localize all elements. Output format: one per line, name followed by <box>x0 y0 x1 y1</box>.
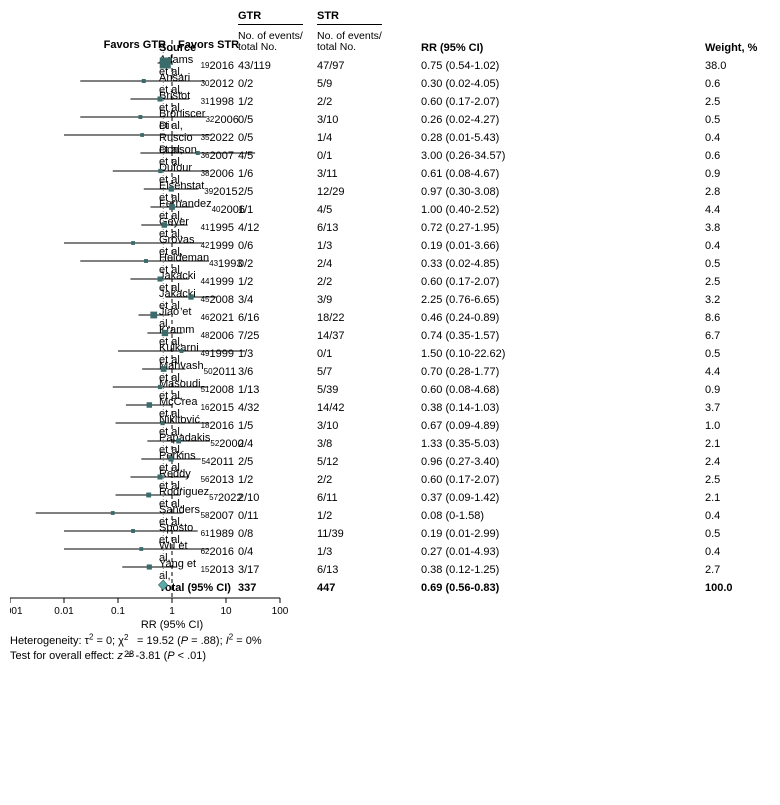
svg-text:0.01: 0.01 <box>54 606 74 617</box>
footer-stats: Heterogeneity: τ2 = 0; χ228 = 19.52 (P =… <box>10 634 770 664</box>
col-weight: Weight, % <box>705 26 775 57</box>
col-str-sub: No. of events/ total No. <box>317 26 417 57</box>
col-group-str: STR <box>317 10 382 25</box>
forest-plot: Favors GTRFavors STR0.0010.010.1110100RR… <box>10 10 155 632</box>
svg-text:RR (95% CI): RR (95% CI) <box>141 619 203 631</box>
svg-text:0.1: 0.1 <box>111 606 125 617</box>
svg-text:100: 100 <box>272 606 289 617</box>
svg-text:0.001: 0.001 <box>10 606 23 617</box>
svg-text:Favors GTR: Favors GTR <box>104 39 166 51</box>
svg-text:1: 1 <box>169 606 175 617</box>
svg-text:10: 10 <box>220 606 232 617</box>
svg-text:Favors STR: Favors STR <box>178 39 239 51</box>
col-rr: RR (95% CI) <box>421 26 701 57</box>
forest-plot-table: GTRSTRFavors GTRFavors STR0.0010.010.111… <box>10 10 770 632</box>
